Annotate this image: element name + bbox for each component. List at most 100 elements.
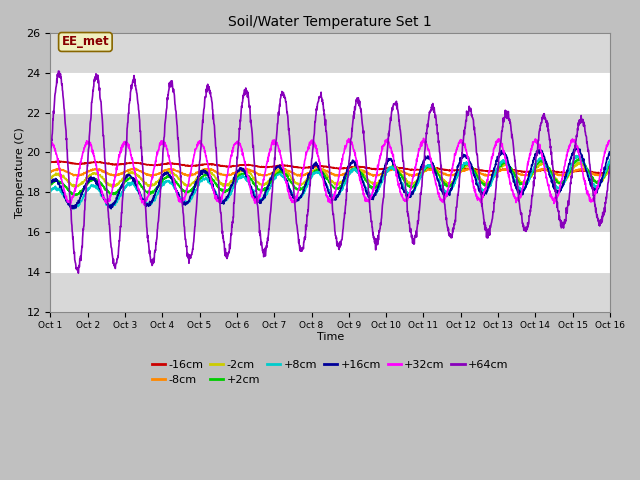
+8cm: [76, 202, 83, 208]
+64cm: [319, 100, 327, 106]
Bar: [51, 73, 610, 113]
-16cm: [598, 171, 606, 177]
+32cm: [591, 195, 598, 201]
Title: Soil/Water Temperature Set 1: Soil/Water Temperature Set 1: [228, 15, 432, 29]
+16cm: [108, 206, 115, 212]
-2cm: [108, 184, 116, 190]
-2cm: [488, 179, 495, 184]
+64cm: [591, 195, 598, 201]
-16cm: [304, 165, 312, 170]
+16cm: [319, 172, 326, 178]
+64cm: [76, 264, 83, 270]
+32cm: [47, 138, 54, 144]
Bar: [51, 232, 610, 272]
+16cm: [488, 175, 495, 181]
+16cm: [574, 145, 582, 151]
Text: EE_met: EE_met: [61, 36, 109, 48]
Line: +16cm: +16cm: [51, 148, 610, 209]
-8cm: [488, 172, 495, 178]
+64cm: [54, 68, 62, 74]
+64cm: [590, 197, 598, 203]
+8cm: [70, 206, 78, 212]
Bar: [51, 113, 610, 153]
-2cm: [47, 176, 54, 181]
+8cm: [606, 156, 614, 162]
-16cm: [55, 158, 63, 164]
+32cm: [75, 169, 83, 175]
-8cm: [606, 168, 614, 174]
+8cm: [304, 180, 312, 186]
-8cm: [47, 169, 54, 175]
Legend: -16cm, -8cm, -2cm, +2cm, +8cm, +16cm, +32cm, +64cm: -16cm, -8cm, -2cm, +2cm, +8cm, +16cm, +3…: [147, 355, 513, 390]
+64cm: [606, 163, 614, 169]
Bar: [51, 153, 610, 192]
+16cm: [75, 200, 83, 205]
+8cm: [590, 181, 598, 187]
+16cm: [304, 173, 312, 179]
-2cm: [304, 174, 312, 180]
-8cm: [304, 171, 312, 177]
-16cm: [606, 169, 614, 175]
-2cm: [319, 169, 326, 175]
Bar: [51, 192, 610, 232]
+8cm: [573, 153, 580, 158]
+16cm: [47, 181, 54, 187]
+8cm: [319, 174, 326, 180]
+16cm: [591, 187, 598, 193]
Line: +32cm: +32cm: [51, 138, 610, 204]
-8cm: [591, 172, 598, 178]
-2cm: [606, 166, 614, 172]
+64cm: [488, 220, 495, 226]
-8cm: [56, 166, 64, 171]
+32cm: [590, 199, 598, 204]
+2cm: [606, 160, 614, 166]
+64cm: [74, 270, 82, 276]
+32cm: [488, 154, 495, 160]
+32cm: [140, 202, 148, 207]
+64cm: [305, 208, 312, 214]
Bar: [51, 272, 610, 312]
+2cm: [76, 190, 83, 196]
-16cm: [590, 169, 598, 175]
-2cm: [75, 181, 83, 187]
+8cm: [47, 189, 54, 195]
+2cm: [488, 179, 495, 184]
-8cm: [319, 166, 326, 172]
Y-axis label: Temperature (C): Temperature (C): [15, 127, 25, 218]
Bar: [51, 33, 610, 73]
Line: +8cm: +8cm: [51, 156, 610, 209]
+32cm: [606, 138, 614, 144]
+32cm: [319, 176, 326, 181]
-2cm: [574, 159, 582, 165]
+2cm: [71, 192, 79, 198]
+2cm: [591, 178, 598, 183]
+16cm: [606, 149, 614, 155]
+16cm: [590, 187, 598, 192]
+8cm: [488, 180, 495, 186]
+2cm: [304, 178, 312, 184]
+32cm: [304, 146, 312, 152]
Line: -16cm: -16cm: [51, 161, 610, 174]
X-axis label: Time: Time: [317, 332, 344, 342]
Line: +64cm: +64cm: [51, 71, 610, 273]
+8cm: [591, 181, 598, 187]
-16cm: [488, 168, 495, 174]
-2cm: [591, 178, 598, 184]
Line: -8cm: -8cm: [51, 168, 610, 176]
+2cm: [319, 169, 326, 175]
-8cm: [76, 172, 83, 178]
-16cm: [47, 159, 54, 165]
-2cm: [590, 177, 598, 183]
+2cm: [590, 179, 598, 184]
+64cm: [47, 160, 54, 166]
-16cm: [590, 169, 598, 175]
+32cm: [420, 135, 428, 141]
+2cm: [575, 156, 582, 162]
-8cm: [335, 173, 342, 179]
Line: -2cm: -2cm: [51, 162, 610, 187]
-8cm: [590, 171, 598, 177]
-16cm: [319, 164, 326, 169]
+2cm: [47, 183, 54, 189]
Line: +2cm: +2cm: [51, 159, 610, 195]
-16cm: [76, 161, 83, 167]
